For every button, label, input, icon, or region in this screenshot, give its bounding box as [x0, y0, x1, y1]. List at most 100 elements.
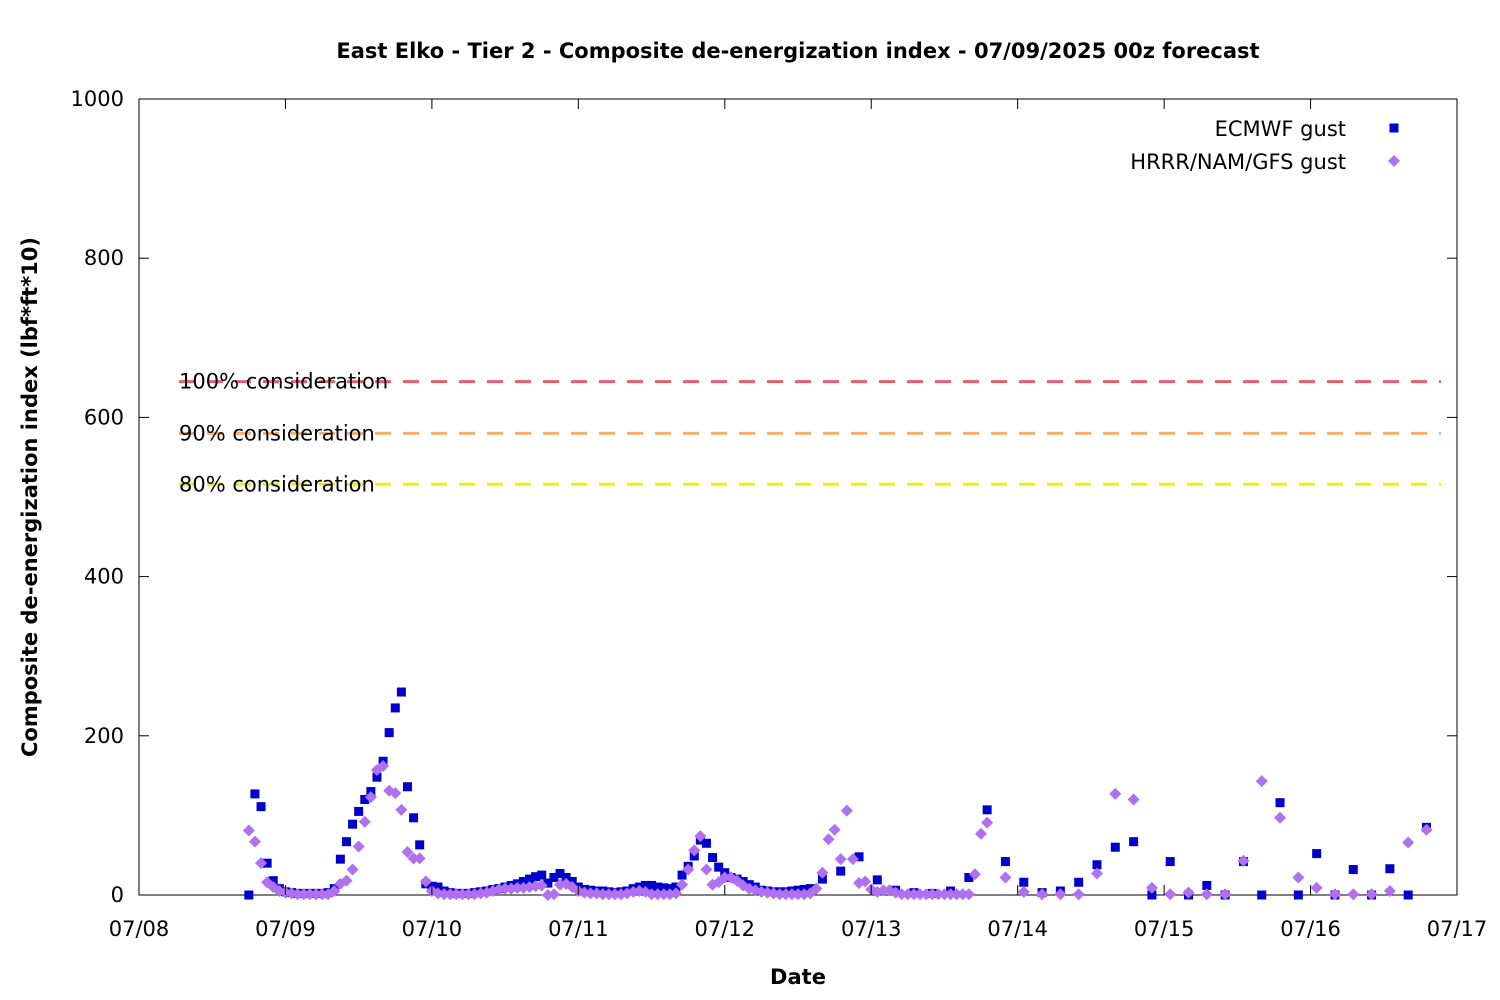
data-point — [1293, 890, 1303, 900]
data-point — [1383, 885, 1396, 898]
legend-marker — [1389, 123, 1399, 133]
axis-ticks: 07/08 07/09 07/10 07/11 07/12 07/13 07/14 07/15… — [71, 87, 1488, 941]
x-tick-label: 07/16 — [1280, 917, 1341, 941]
data-point — [846, 853, 859, 866]
data-point — [396, 687, 406, 697]
data-point — [348, 819, 358, 829]
chart-title: East Elko - Tier 2 - Composite de-energi… — [336, 39, 1259, 63]
data-point — [561, 872, 571, 882]
data-point — [810, 882, 823, 895]
data-point — [531, 872, 541, 882]
y-tick-label: 600 — [84, 405, 124, 429]
data-point — [700, 863, 713, 876]
data-point — [244, 890, 254, 900]
x-tick-label: 07/11 — [548, 917, 609, 941]
data-point — [895, 888, 908, 901]
data-point — [358, 815, 371, 828]
data-point — [785, 888, 798, 901]
y-axis-label: Composite de-energization index (lbf*ft*… — [18, 237, 42, 757]
data-point — [1019, 877, 1029, 887]
data-point — [1347, 888, 1360, 901]
data-point — [401, 846, 414, 859]
data-point — [872, 875, 882, 885]
data-point — [543, 878, 553, 888]
data-point — [415, 840, 425, 850]
data-point — [1017, 885, 1030, 898]
x-tick-label: 07/15 — [1134, 917, 1195, 941]
data-point — [352, 840, 365, 853]
data-point — [499, 882, 512, 895]
data-point — [836, 866, 846, 876]
data-point — [1255, 775, 1268, 788]
data-point — [901, 888, 914, 901]
data-point — [596, 888, 609, 901]
data-point — [653, 882, 663, 892]
data-point — [340, 874, 353, 887]
data-point — [1310, 881, 1323, 894]
data-point — [968, 868, 981, 881]
data-point — [389, 787, 402, 800]
series-square — [244, 687, 1431, 900]
data-point — [714, 862, 724, 872]
data-point — [1219, 888, 1232, 901]
data-point — [535, 879, 548, 892]
data-point — [651, 888, 664, 901]
data-points — [242, 687, 1433, 901]
data-point — [1312, 849, 1322, 859]
data-point — [999, 871, 1012, 884]
data-point — [640, 880, 650, 890]
data-point — [462, 888, 475, 901]
plot-area — [138, 98, 1458, 896]
data-point — [1402, 836, 1415, 849]
data-point — [525, 874, 535, 884]
data-point — [372, 772, 382, 782]
data-point — [309, 888, 322, 901]
data-point — [816, 866, 829, 879]
data-point — [1257, 890, 1267, 900]
data-point — [718, 871, 731, 884]
x-tick-label: 07/08 — [109, 917, 170, 941]
data-point — [250, 789, 260, 799]
data-point — [602, 888, 615, 901]
data-point — [456, 888, 469, 901]
data-point — [377, 760, 390, 773]
data-point — [817, 874, 827, 884]
data-point — [409, 813, 419, 823]
data-point — [932, 888, 945, 901]
data-point — [694, 830, 707, 843]
data-point — [682, 863, 695, 876]
data-point — [1182, 886, 1195, 899]
data-point — [1072, 888, 1085, 901]
data-point — [268, 876, 278, 886]
data-point — [981, 816, 994, 829]
data-point — [688, 844, 701, 857]
x-tick-label: 07/13 — [841, 917, 902, 941]
y-tick-label: 200 — [84, 724, 124, 748]
data-point — [822, 833, 835, 846]
data-point — [676, 878, 689, 891]
data-point — [1385, 864, 1395, 874]
data-point — [944, 888, 957, 901]
data-point — [859, 875, 872, 888]
data-point — [1292, 871, 1305, 884]
data-point — [1164, 888, 1177, 901]
data-point — [1000, 857, 1010, 867]
data-point — [1110, 842, 1120, 852]
y-tick-label: 1000 — [71, 87, 124, 111]
data-point — [920, 888, 933, 901]
x-tick-label: 07/12 — [695, 917, 756, 941]
data-point — [1420, 823, 1433, 836]
data-point — [402, 782, 412, 792]
data-point — [291, 888, 304, 901]
data-point — [444, 888, 457, 901]
data-point — [555, 869, 565, 879]
data-point — [779, 888, 792, 901]
data-point — [854, 852, 864, 862]
data-point — [537, 870, 547, 880]
data-point — [1090, 867, 1103, 880]
data-point — [341, 837, 351, 847]
legend-marker — [1388, 155, 1400, 167]
data-point — [438, 888, 451, 901]
data-point — [1365, 888, 1378, 901]
